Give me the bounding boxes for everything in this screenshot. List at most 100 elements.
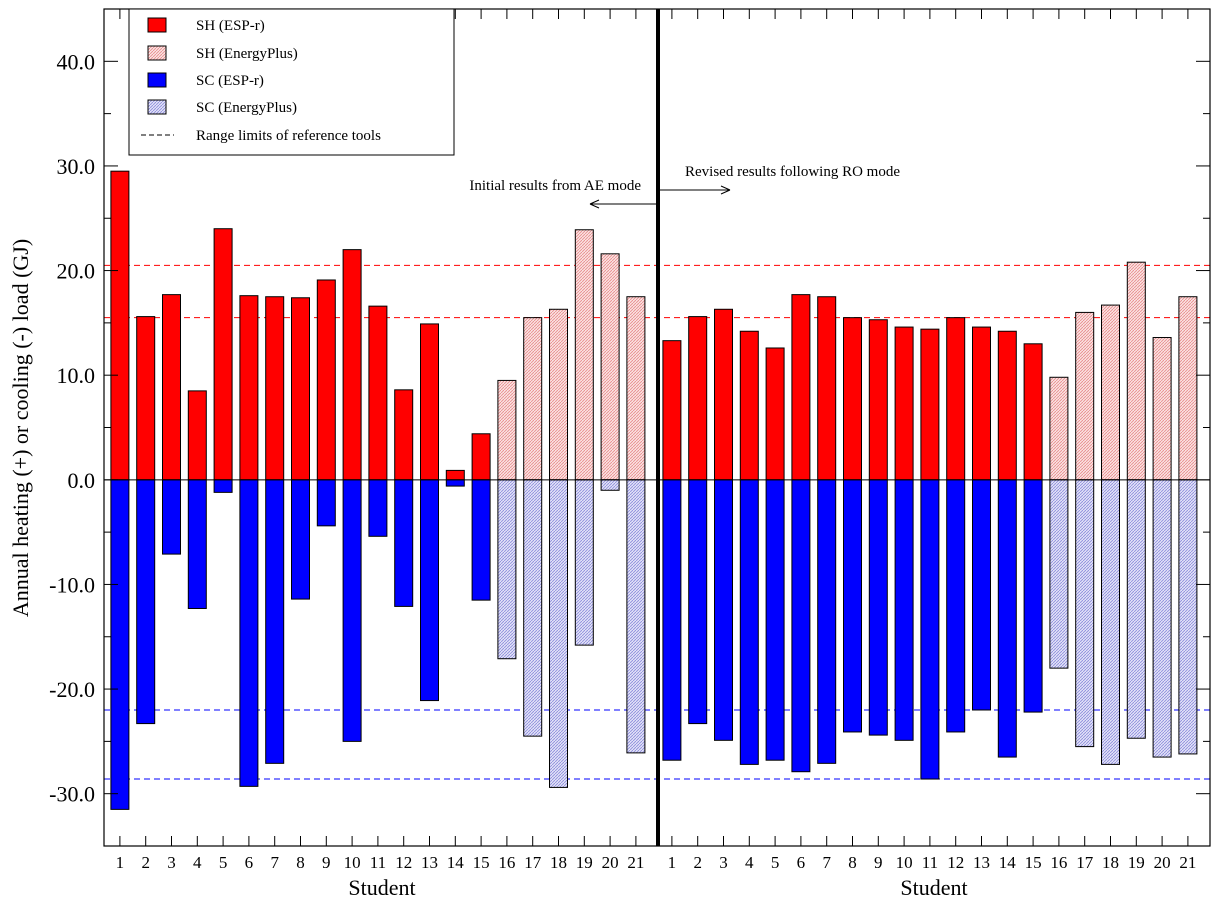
bar-heating-p1-student-11 — [368, 305, 388, 481]
legend-swatch-sc-esp-r — [147, 72, 167, 88]
y-axis-title: Annual heating (+) or cooling (-) load (… — [8, 239, 33, 617]
bar-cooling-p1-student-16 — [497, 479, 517, 660]
y-axis-label: Annual heating (+) or cooling (-) load (… — [8, 239, 33, 617]
x-tick-label-p1-20: 20 — [602, 853, 619, 872]
x-axis-label-right: Student — [900, 875, 967, 900]
x-tick-label-p2-1: 1 — [668, 853, 677, 872]
bar-heating-p2-student-6 — [791, 294, 811, 481]
bar-cooling-p1-student-5 — [213, 479, 233, 493]
bar-heating-p2-student-15 — [1023, 343, 1043, 481]
bar-heating-p1-student-4 — [187, 390, 207, 481]
x-tick-label-p1-9: 9 — [322, 853, 331, 872]
y-tick-label-3: 10.0 — [57, 363, 96, 388]
bar-cooling-p1-student-9 — [316, 479, 336, 527]
bar-heating-p2-student-19 — [1126, 261, 1146, 481]
bar-heating-p1-student-8 — [291, 297, 310, 481]
bar-cooling-p2-student-14 — [997, 479, 1017, 758]
x-tick-label-p1-4: 4 — [193, 853, 202, 872]
bar-heating-p2-student-4 — [739, 330, 759, 481]
legend: SH (ESP-r) SH (EnergyPlus) SC (ESP-r) SC… — [128, 8, 455, 156]
bar-cooling-p2-student-10 — [894, 479, 914, 741]
x-axis-titles: Student Student — [348, 875, 967, 900]
bar-heating-p2-student-21 — [1178, 296, 1198, 481]
x-tick-label-p1-5: 5 — [219, 853, 228, 872]
x-tick-label-p1-13: 13 — [421, 853, 438, 872]
bar-heating-p1-student-10 — [342, 249, 362, 481]
bar-heating-p1-student-9 — [316, 279, 336, 481]
bar-heating-p2-student-18 — [1101, 304, 1120, 481]
bar-cooling-p1-student-21 — [626, 479, 646, 754]
x-tick-label-p1-11: 11 — [370, 853, 386, 872]
x-tick-label-p2-19: 19 — [1128, 853, 1145, 872]
x-tick-label-p1-17: 17 — [524, 853, 542, 872]
arrow-left — [589, 199, 656, 209]
x-tick-label-p2-10: 10 — [896, 853, 913, 872]
bar-cooling-p2-student-3 — [714, 479, 733, 741]
y-tick-label-2: 20.0 — [57, 259, 96, 284]
y-tick-label-1: 30.0 — [57, 154, 96, 179]
bar-heating-p1-student-19 — [574, 229, 594, 481]
x-tick-label-p2-6: 6 — [797, 853, 806, 872]
legend-box — [128, 8, 455, 156]
bar-heating-p1-student-2 — [136, 316, 156, 481]
x-tick-label-p2-5: 5 — [771, 853, 780, 872]
bar-heating-p2-student-20 — [1152, 337, 1172, 481]
bar-cooling-p1-student-3 — [162, 479, 181, 555]
bar-heating-p2-student-16 — [1049, 376, 1069, 481]
x-tick-label-p1-19: 19 — [576, 853, 593, 872]
bar-heating-p2-student-14 — [997, 330, 1017, 481]
bar-heating-p1-student-1 — [110, 170, 130, 481]
bar-cooling-p1-student-15 — [471, 479, 491, 601]
bar-heating-p2-student-12 — [946, 317, 966, 481]
bar-heating-p1-student-7 — [265, 296, 285, 481]
bar-cooling-p2-student-4 — [739, 479, 759, 765]
x-tick-label-p2-8: 8 — [848, 853, 857, 872]
legend-swatch-sh-esp-r — [147, 17, 167, 33]
bar-heating-p1-student-14 — [445, 469, 465, 481]
bar-heating-p1-student-15 — [471, 433, 491, 481]
bar-cooling-p2-student-7 — [817, 479, 837, 764]
bar-heating-p1-student-3 — [162, 294, 181, 481]
bar-cooling-p2-student-13 — [972, 479, 991, 711]
bar-cooling-p2-student-11 — [920, 479, 940, 780]
x-tick-label-p1-6: 6 — [245, 853, 254, 872]
bar-cooling-p1-student-20 — [600, 479, 620, 491]
bar-cooling-p2-student-20 — [1152, 479, 1172, 758]
legend-label-range-limits: Range limits of reference tools — [196, 128, 381, 144]
x-tick-label-p1-2: 2 — [141, 853, 150, 872]
legend-label-sh-energyplus: SH (EnergyPlus) — [196, 46, 298, 62]
bar-heating-p2-student-17 — [1075, 311, 1095, 481]
bar-cooling-p1-student-14 — [445, 479, 465, 487]
annotations: Initial results from AE mode Revised res… — [469, 164, 900, 209]
bar-heating-p1-student-21 — [626, 296, 646, 481]
bar-cooling-p1-student-19 — [574, 479, 594, 646]
bar-cooling-p2-student-6 — [791, 479, 811, 773]
legend-label-sh-esp-r: SH (ESP-r) — [196, 18, 265, 34]
legend-label-sc-esp-r: SC (ESP-r) — [196, 73, 264, 89]
x-tick-label-p2-20: 20 — [1154, 853, 1171, 872]
x-tick-label-p2-2: 2 — [693, 853, 702, 872]
bar-cooling-p2-student-1 — [662, 479, 682, 761]
legend-swatch-sh-energyplus — [147, 45, 167, 61]
bar-heating-p2-student-1 — [662, 340, 682, 481]
bar-cooling-p2-student-12 — [946, 479, 966, 733]
bar-cooling-p2-student-2 — [688, 479, 708, 725]
x-tick-label-p1-12: 12 — [395, 853, 412, 872]
bar-cooling-p2-student-19 — [1126, 479, 1146, 739]
bar-heating-p2-student-10 — [894, 326, 914, 481]
x-tick-label-p2-18: 18 — [1102, 853, 1119, 872]
bar-cooling-p1-student-2 — [136, 479, 156, 725]
x-tick-label-p1-16: 16 — [498, 853, 515, 872]
x-tick-label-p2-21: 21 — [1179, 853, 1196, 872]
bar-heating-p1-student-16 — [497, 379, 517, 481]
x-tick-label-p2-13: 13 — [973, 853, 990, 872]
arrow-right — [660, 185, 731, 195]
bar-cooling-p1-student-11 — [368, 479, 388, 537]
bar-heating-p2-student-3 — [714, 308, 733, 481]
bar-heating-p1-student-5 — [213, 228, 233, 481]
bar-heating-p1-student-18 — [549, 308, 568, 481]
x-tick-label-p1-7: 7 — [270, 853, 279, 872]
y-tick-label-6: -20.0 — [49, 677, 95, 702]
bar-cooling-p1-student-8 — [291, 479, 310, 600]
